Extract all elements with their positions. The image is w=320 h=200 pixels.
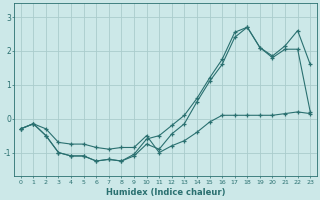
- X-axis label: Humidex (Indice chaleur): Humidex (Indice chaleur): [106, 188, 225, 197]
